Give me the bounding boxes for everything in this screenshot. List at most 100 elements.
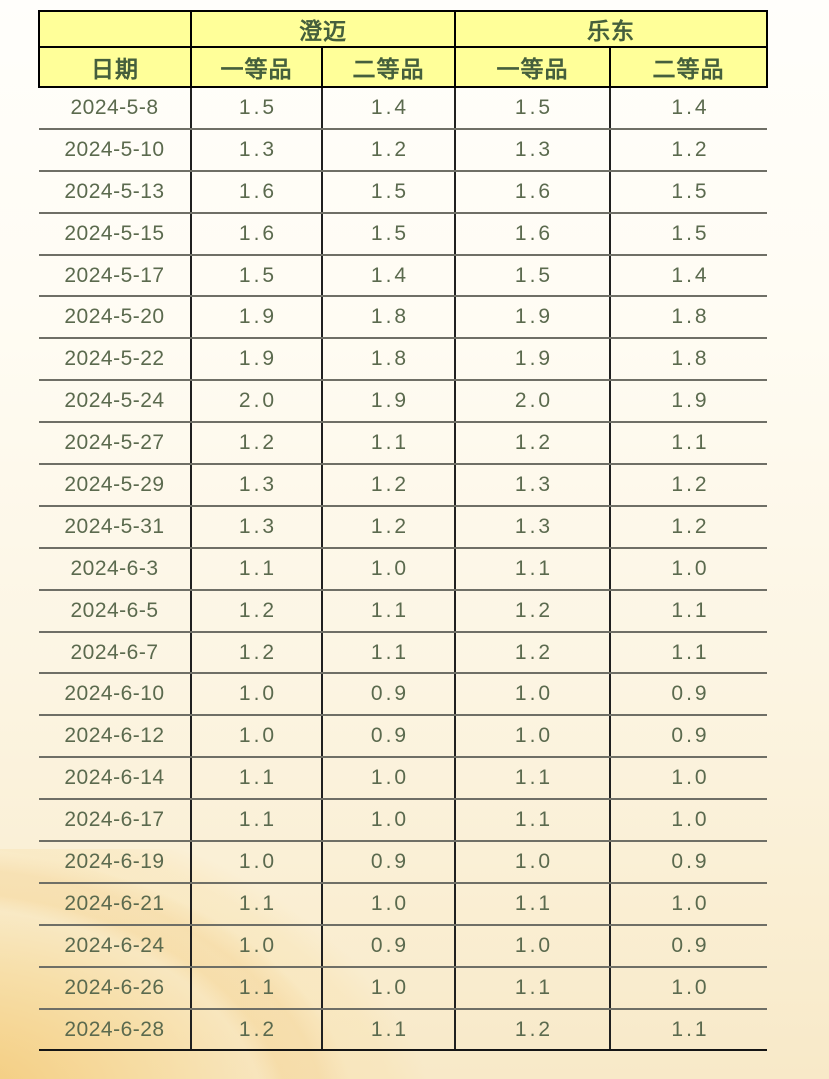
empty-corner-cell: [38, 10, 192, 48]
date-cell: 2024-6-12: [39, 715, 191, 759]
date-cell: 2024-6-28: [39, 1008, 191, 1052]
date-cell: 2024-6-24: [39, 924, 191, 968]
price-cell: 1.2: [454, 422, 610, 466]
price-cell: 0.9: [321, 841, 455, 884]
price-cell: 0.9: [321, 715, 455, 759]
date-cell: 2024-6-14: [39, 757, 191, 801]
price-cell: 1.2: [321, 505, 455, 549]
chengmai-grade2-header: 二等品: [321, 46, 456, 88]
price-cell: 1.1: [454, 799, 610, 843]
price-cell: 1.3: [454, 464, 610, 507]
price-cell: 1.2: [609, 464, 767, 507]
table-row: 2024-6-14 1.1 1.0 1.1 1.0: [39, 757, 767, 801]
price-cell: 1.0: [190, 924, 322, 968]
region-header-chengmai: 澄迈: [190, 10, 456, 48]
price-cell: 1.9: [609, 380, 767, 424]
price-cell: 1.0: [609, 547, 767, 591]
table-row: 2024-5-10 1.3 1.2 1.3 1.2: [39, 128, 767, 172]
price-table: 澄迈 乐东 日期 一等品 二等品 一等品 二等品 2024-5-8 1.5 1.4 1…: [38, 10, 768, 1052]
price-cell: 1.0: [190, 673, 322, 717]
table-row: 2024-6-28 1.2 1.1 1.2 1.1: [39, 1008, 767, 1052]
price-cell: 1.1: [609, 422, 767, 466]
price-cell: 1.0: [321, 757, 455, 801]
price-cell: 1.2: [190, 631, 322, 675]
table-row: 2024-5-20 1.9 1.8 1.9 1.8: [39, 296, 767, 340]
price-cell: 1.5: [190, 254, 322, 298]
price-cell: 1.2: [190, 422, 322, 466]
price-cell: 1.1: [321, 422, 455, 466]
table-row: 2024-6-7 1.2 1.1 1.2 1.1: [39, 631, 767, 675]
date-cell: 2024-6-3: [39, 547, 191, 591]
table-row: 2024-5-27 1.2 1.1 1.2 1.1: [39, 422, 767, 466]
date-cell: 2024-6-21: [39, 882, 191, 926]
region-header-row: 澄迈 乐东: [38, 10, 768, 48]
price-cell: 1.2: [190, 1008, 322, 1052]
price-cell: 1.0: [609, 966, 767, 1010]
price-cell: 1.0: [454, 924, 610, 968]
price-cell: 1.1: [190, 882, 322, 926]
table-row: 2024-6-24 1.0 0.9 1.0 0.9: [39, 924, 767, 968]
price-cell: 1.2: [454, 1008, 610, 1052]
price-cell: 1.0: [609, 882, 767, 926]
price-cell: 1.1: [190, 799, 322, 843]
price-cell: 1.9: [190, 338, 322, 382]
date-cell: 2024-5-20: [39, 296, 191, 340]
price-cell: 2.0: [454, 380, 610, 424]
price-cell: 1.1: [609, 1008, 767, 1052]
price-cell: 1.3: [190, 464, 322, 507]
date-cell: 2024-5-29: [39, 464, 191, 507]
date-cell: 2024-5-15: [39, 212, 191, 256]
date-cell: 2024-5-27: [39, 422, 191, 466]
price-cell: 1.3: [454, 505, 610, 549]
price-cell: 1.8: [321, 338, 455, 382]
date-cell: 2024-5-13: [39, 170, 191, 214]
price-cell: 1.0: [321, 966, 455, 1010]
date-cell: 2024-5-24: [39, 380, 191, 424]
price-cell: 1.3: [454, 128, 610, 172]
price-cell: 1.1: [454, 757, 610, 801]
table-row: 2024-6-12 1.0 0.9 1.0 0.9: [39, 715, 767, 759]
table-body: 2024-5-8 1.5 1.4 1.5 1.4 2024-5-10 1.3 1.2 1.3 1.…: [39, 87, 767, 1052]
price-cell: 1.0: [609, 799, 767, 843]
price-cell: 1.1: [609, 631, 767, 675]
date-cell: 2024-6-5: [39, 589, 191, 633]
date-cell: 2024-6-10: [39, 673, 191, 717]
price-cell: 1.0: [454, 715, 610, 759]
price-cell: 1.8: [321, 296, 455, 340]
price-cell: 0.9: [609, 841, 767, 884]
price-cell: 1.2: [321, 464, 455, 507]
price-cell: 1.6: [454, 212, 610, 256]
price-cell: 1.9: [454, 338, 610, 382]
price-cell: 1.0: [190, 841, 322, 884]
price-cell: 1.5: [609, 212, 767, 256]
price-cell: 1.1: [190, 966, 322, 1010]
price-cell: 1.5: [454, 87, 610, 130]
price-cell: 0.9: [321, 924, 455, 968]
table-row: 2024-5-24 2.0 1.9 2.0 1.9: [39, 380, 767, 424]
price-cell: 1.5: [190, 87, 322, 130]
date-cell: 2024-5-8: [39, 87, 191, 130]
price-cell: 0.9: [609, 715, 767, 759]
table-row: 2024-5-8 1.5 1.4 1.5 1.4: [39, 87, 767, 130]
price-cell: 0.9: [321, 673, 455, 717]
price-cell: 1.2: [190, 589, 322, 633]
region-header-ledong: 乐东: [454, 10, 768, 48]
price-cell: 1.1: [190, 547, 322, 591]
ledong-grade2-header: 二等品: [609, 46, 768, 88]
date-cell: 2024-5-22: [39, 338, 191, 382]
price-cell: 1.3: [190, 128, 322, 172]
table-row: 2024-5-31 1.3 1.2 1.3 1.2: [39, 505, 767, 549]
price-cell: 1.0: [609, 757, 767, 801]
ledong-grade1-header: 一等品: [454, 46, 611, 88]
date-cell: 2024-6-17: [39, 799, 191, 843]
table-row: 2024-5-17 1.5 1.4 1.5 1.4: [39, 254, 767, 298]
price-cell: 1.0: [321, 547, 455, 591]
price-cell: 1.4: [321, 254, 455, 298]
price-cell: 1.9: [454, 296, 610, 340]
date-column-header: 日期: [38, 46, 192, 88]
date-cell: 2024-6-19: [39, 841, 191, 884]
date-cell: 2024-6-26: [39, 966, 191, 1010]
price-cell: 1.9: [321, 380, 455, 424]
table-row: 2024-6-10 1.0 0.9 1.0 0.9: [39, 673, 767, 717]
